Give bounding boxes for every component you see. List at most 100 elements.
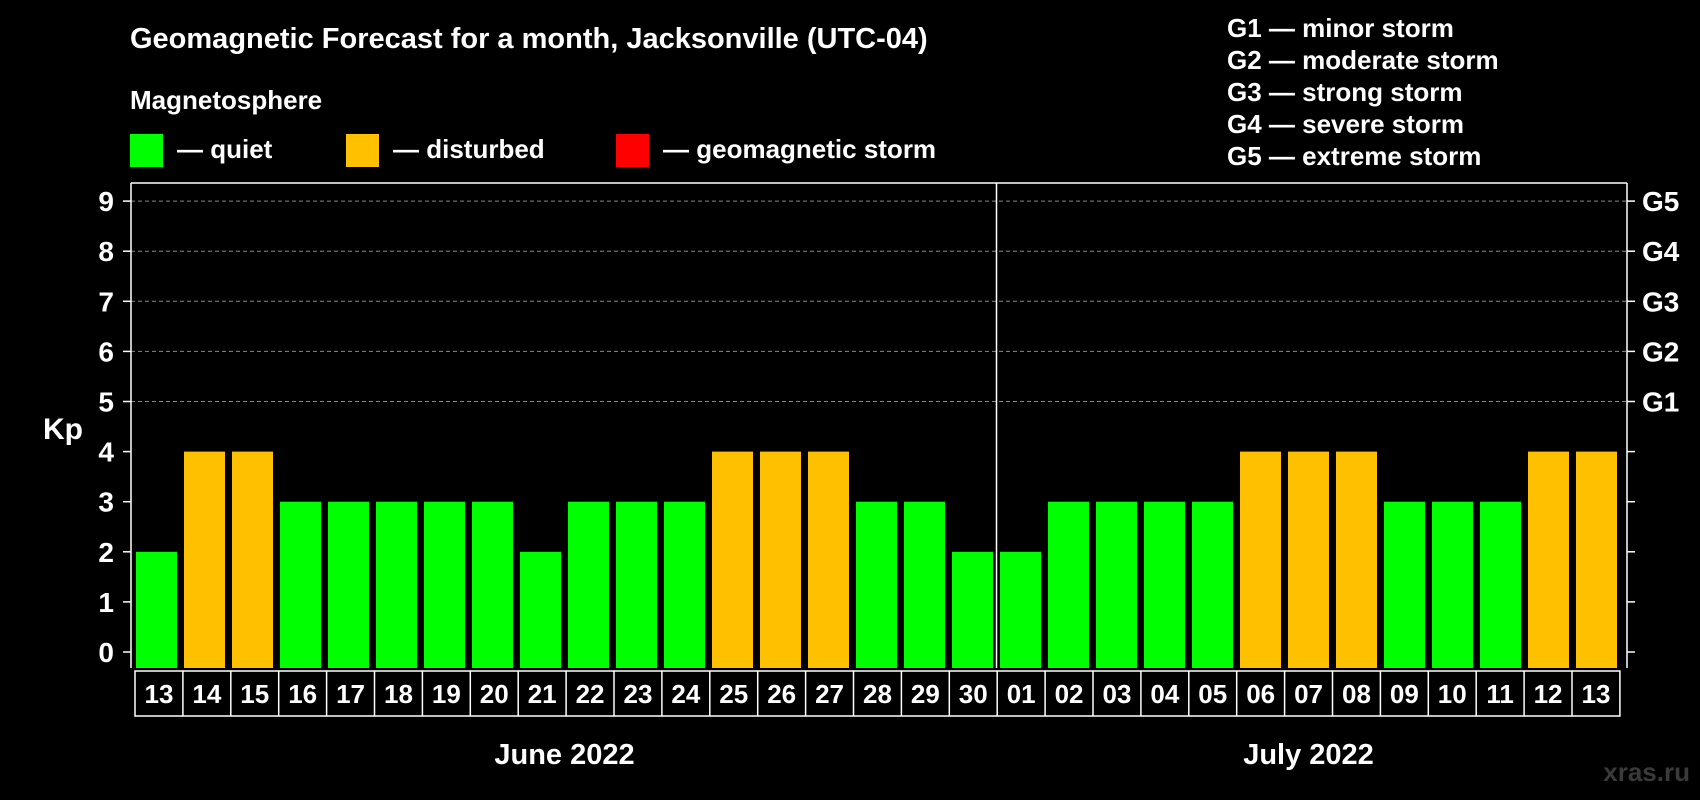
- bar-18: [376, 501, 417, 668]
- bar-17: [328, 501, 369, 668]
- storm-legend-g2: G2 — moderate storm: [1227, 45, 1499, 75]
- g-scale-labels: G1 G2 G3 G4 G5: [1642, 186, 1680, 417]
- bar-04: [1144, 501, 1185, 668]
- day-label: 03: [1102, 679, 1131, 709]
- y-tick-label: 8: [98, 236, 114, 267]
- bar-25: [712, 451, 753, 668]
- bar-03: [1096, 501, 1137, 668]
- bar-05: [1192, 501, 1233, 668]
- bar-20: [472, 501, 513, 668]
- day-label: 01: [1007, 679, 1036, 709]
- y-tick-label: 5: [98, 387, 114, 418]
- bar-13: [1576, 451, 1617, 668]
- g-scale-label: G5: [1642, 186, 1679, 217]
- day-label: 12: [1534, 679, 1563, 709]
- y-tick-labels: 0 1 2 3 4 5 6 7 8 9: [98, 186, 114, 668]
- day-label: 25: [719, 679, 748, 709]
- g-scale-label: G3: [1642, 286, 1679, 317]
- y-tick-label: 3: [98, 487, 114, 518]
- day-label: 06: [1246, 679, 1275, 709]
- day-label: 13: [1581, 679, 1610, 709]
- day-label: 30: [959, 679, 988, 709]
- status-legend: — quiet — disturbed — geomagnetic storm: [130, 134, 936, 167]
- day-label: 14: [192, 679, 221, 709]
- month-label: July 2022: [1243, 739, 1374, 771]
- y-tick-label: 9: [98, 186, 114, 217]
- bar-06: [1240, 451, 1281, 668]
- bar-24: [664, 501, 705, 668]
- bar-13: [136, 551, 177, 668]
- day-label: 18: [384, 679, 413, 709]
- bar-02: [1048, 501, 1089, 668]
- storm-legend-g3: G3 — strong storm: [1227, 77, 1462, 107]
- day-label: 29: [911, 679, 940, 709]
- chart-title: Geomagnetic Forecast for a month, Jackso…: [130, 23, 928, 55]
- storm-legend-g5: G5 — extreme storm: [1227, 141, 1481, 171]
- bar-14: [184, 451, 225, 668]
- bar-08: [1336, 451, 1377, 668]
- bars: [136, 451, 1617, 668]
- bar-19: [424, 501, 465, 668]
- g-scale-label: G2: [1642, 336, 1679, 367]
- day-labels: 13 14 15 16 17 18 19 20 21 22 23 24 25 26 27 28 29 30 01 02…: [134, 670, 1621, 717]
- storm-legend-g1: G1 — minor storm: [1227, 13, 1454, 43]
- y-tick-label: 2: [98, 537, 114, 568]
- g-scale-label: G4: [1642, 236, 1680, 267]
- day-label: 05: [1198, 679, 1227, 709]
- day-label: 11: [1486, 679, 1514, 709]
- day-label: 02: [1055, 679, 1084, 709]
- legend-label-quiet: — quiet: [177, 134, 273, 164]
- day-label: 08: [1342, 679, 1371, 709]
- day-label: 07: [1294, 679, 1323, 709]
- storm-legend-g4: G4 — severe storm: [1227, 109, 1464, 139]
- y-tick-label: 0: [98, 637, 114, 668]
- legend-swatch-disturbed: [346, 134, 379, 167]
- day-label: 24: [671, 679, 700, 709]
- day-label: 10: [1438, 679, 1467, 709]
- day-label: 28: [863, 679, 892, 709]
- y-tick-label: 7: [98, 286, 114, 317]
- day-label: 26: [767, 679, 796, 709]
- day-label: 17: [336, 679, 365, 709]
- bar-01: [1000, 551, 1041, 668]
- bar-28: [856, 501, 897, 668]
- gridlines: [131, 200, 1627, 402]
- bar-07: [1288, 451, 1329, 668]
- bar-16: [280, 501, 321, 668]
- day-label: 15: [240, 679, 269, 709]
- legend-swatch-quiet: [130, 134, 163, 167]
- month-labels: June 2022 July 2022: [494, 739, 1373, 771]
- bar-15: [232, 451, 273, 668]
- bar-22: [568, 501, 609, 668]
- day-label: 27: [815, 679, 844, 709]
- bar-29: [904, 501, 945, 668]
- bar-21: [520, 551, 561, 668]
- chart-subtitle: Magnetosphere: [130, 85, 322, 115]
- month-label: June 2022: [494, 739, 634, 771]
- day-label: 22: [576, 679, 605, 709]
- bar-09: [1384, 501, 1425, 668]
- bar-26: [760, 451, 801, 668]
- day-label: 16: [288, 679, 317, 709]
- bar-30: [952, 551, 993, 668]
- day-label-frame: [134, 670, 1621, 717]
- day-label: 13: [144, 679, 173, 709]
- bar-12: [1528, 451, 1569, 668]
- bar-23: [616, 501, 657, 668]
- y-axis-label: Kp: [43, 413, 83, 446]
- g-scale-label: G1: [1642, 387, 1679, 418]
- day-label: 20: [480, 679, 509, 709]
- legend-label-storm: — geomagnetic storm: [663, 134, 936, 164]
- y-tick-label: 6: [98, 336, 114, 367]
- watermark: xras.ru: [1603, 757, 1690, 787]
- day-label: 23: [623, 679, 652, 709]
- bar-11: [1480, 501, 1521, 668]
- y-tick-label: 1: [98, 587, 114, 618]
- storm-scale-legend: G1 — minor storm G2 — moderate storm G3 …: [1227, 13, 1499, 171]
- day-label: 09: [1390, 679, 1419, 709]
- axes: [123, 182, 1635, 668]
- day-label: 04: [1150, 679, 1179, 709]
- bar-10: [1432, 501, 1473, 668]
- day-label: 19: [432, 679, 461, 709]
